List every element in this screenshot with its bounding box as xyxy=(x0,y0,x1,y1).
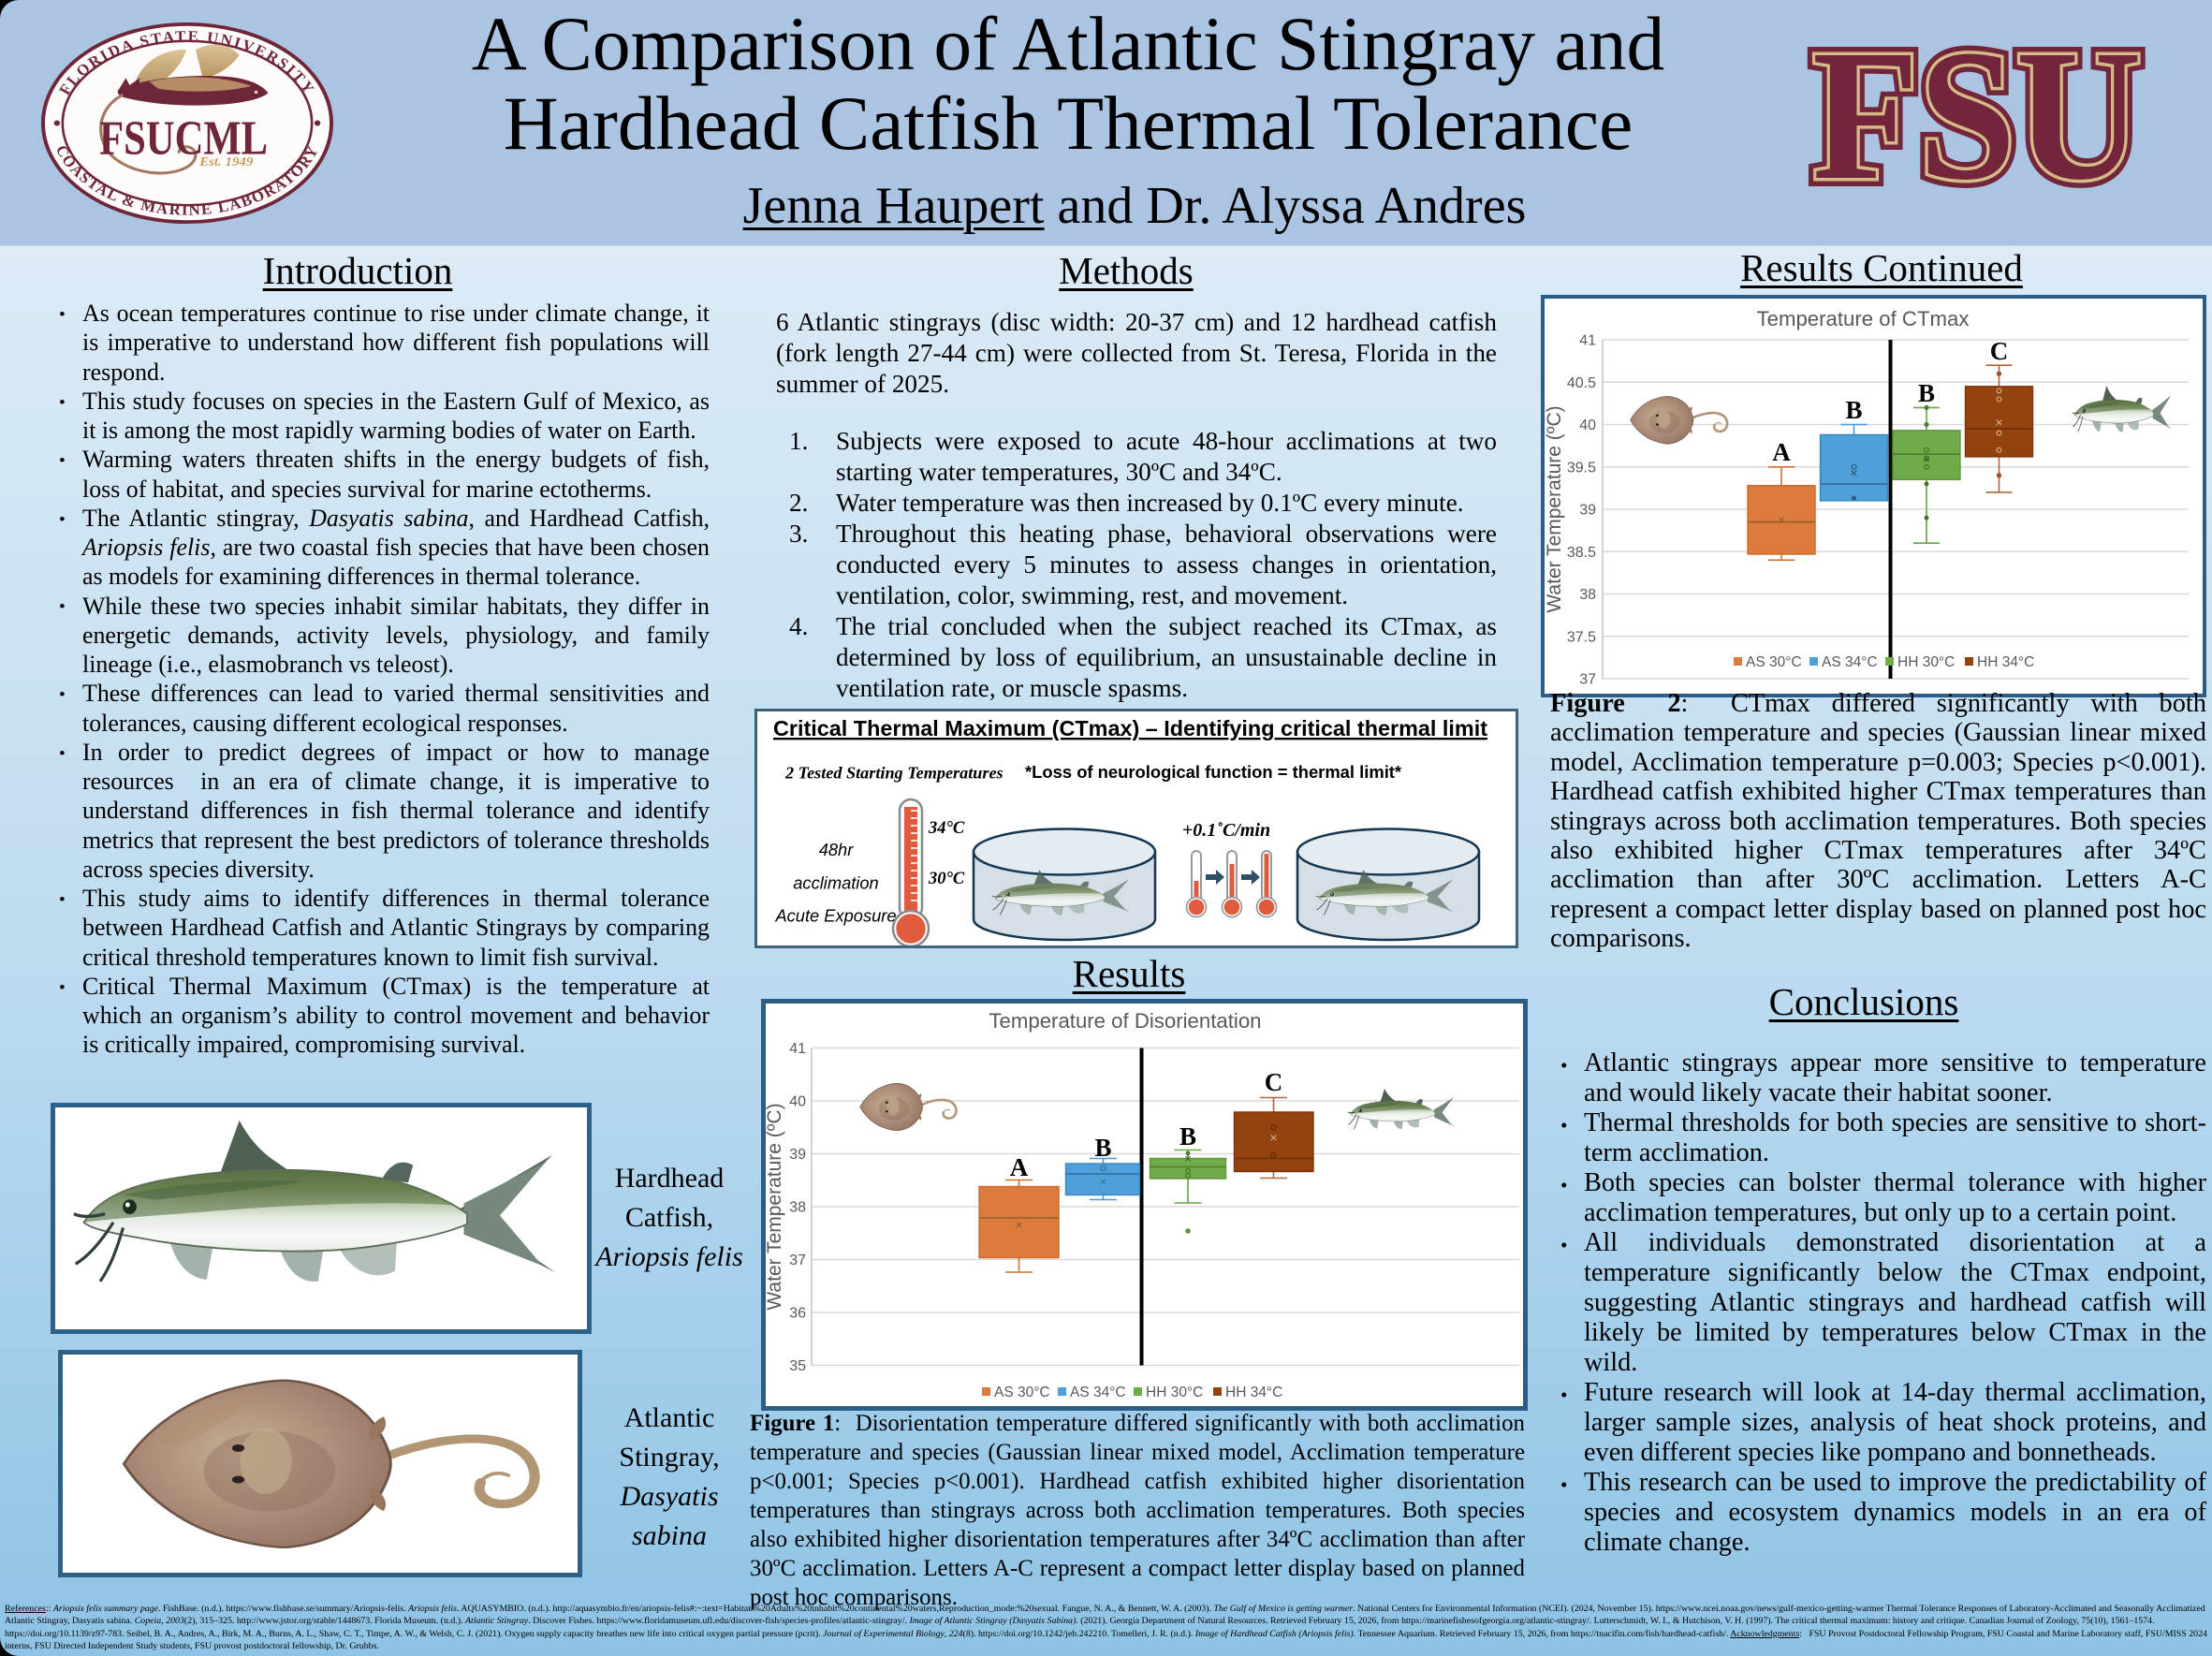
svg-text:B: B xyxy=(1918,379,1935,407)
svg-text:30°C: 30°C xyxy=(928,870,965,888)
svg-text:41: 41 xyxy=(789,1041,806,1057)
svg-text:B: B xyxy=(1845,396,1862,424)
svg-text:×: × xyxy=(1184,1151,1192,1165)
svg-text:Temperature of Disorientation: Temperature of Disorientation xyxy=(989,1009,1261,1033)
svg-text:39: 39 xyxy=(1579,503,1596,519)
svg-text:38: 38 xyxy=(789,1200,806,1216)
svg-text:35: 35 xyxy=(789,1358,806,1374)
svg-text:B: B xyxy=(1179,1122,1196,1150)
svg-text:Est. 1949: Est. 1949 xyxy=(198,154,253,169)
svg-text:×: × xyxy=(1850,465,1857,480)
svg-text:+0.1˚C/min: +0.1˚C/min xyxy=(1182,820,1270,841)
svg-text:C: C xyxy=(1990,337,2009,365)
svg-text:37.5: 37.5 xyxy=(1567,629,1596,645)
svg-text:acclimation: acclimation xyxy=(793,873,878,893)
svg-text:39.5: 39.5 xyxy=(1567,460,1596,476)
svg-text:AS 34°C: AS 34°C xyxy=(1070,1385,1126,1400)
svg-text:Water Temperature (ºC): Water Temperature (ºC) xyxy=(1545,405,1565,612)
svg-text:×: × xyxy=(1099,1174,1106,1189)
svg-text:A: A xyxy=(1010,1153,1029,1181)
svg-text:×: × xyxy=(1015,1217,1022,1232)
svg-text:HH 30°C: HH 30°C xyxy=(1897,654,1955,670)
svg-text:2 Tested Starting Temperatures: 2 Tested Starting Temperatures xyxy=(784,764,1003,783)
svg-text:40: 40 xyxy=(789,1094,806,1110)
svg-text:HH 30°C: HH 30°C xyxy=(1146,1385,1203,1400)
svg-text:AS 30°C: AS 30°C xyxy=(994,1385,1050,1400)
svg-text:×: × xyxy=(1923,452,1930,466)
svg-text:37: 37 xyxy=(1579,672,1596,688)
svg-text:34°C: 34°C xyxy=(928,819,965,838)
svg-text:Water Temperature (ºC): Water Temperature (ºC) xyxy=(766,1103,785,1310)
svg-text:C: C xyxy=(1265,1068,1283,1096)
svg-text:×: × xyxy=(1778,512,1785,527)
svg-text:36: 36 xyxy=(789,1306,806,1322)
svg-text:Critical Thermal Maximum (CTma: Critical Thermal Maximum (CTmax) – Ident… xyxy=(773,716,1487,740)
svg-text:Acute Exposure: Acute Exposure xyxy=(774,905,896,925)
svg-text:Temperature of CTmax: Temperature of CTmax xyxy=(1757,307,1970,330)
svg-text:×: × xyxy=(1995,415,2002,430)
svg-text:40.5: 40.5 xyxy=(1567,375,1596,391)
svg-text:AS 30°C: AS 30°C xyxy=(1746,654,1802,670)
svg-text:37: 37 xyxy=(789,1253,806,1268)
svg-text:HH 34°C: HH 34°C xyxy=(1225,1385,1282,1400)
svg-text:B: B xyxy=(1094,1134,1111,1162)
svg-text:AS 34°C: AS 34°C xyxy=(1822,654,1878,670)
svg-text:HH 34°C: HH 34°C xyxy=(1977,654,2034,670)
svg-text:×: × xyxy=(1269,1130,1277,1145)
svg-text:40: 40 xyxy=(1579,418,1596,433)
svg-text:FSUCML: FSUCML xyxy=(99,112,268,166)
svg-text:FSU: FSU xyxy=(1812,37,2142,189)
svg-text:48hr: 48hr xyxy=(819,840,855,859)
svg-text:A: A xyxy=(1772,438,1791,466)
svg-text:FSU: FSU xyxy=(1812,37,2142,189)
svg-text:*Loss of neurological function: *Loss of neurological function = thermal… xyxy=(1025,762,1402,782)
svg-text:41: 41 xyxy=(1579,333,1596,349)
svg-text:39: 39 xyxy=(789,1147,806,1163)
svg-text:38: 38 xyxy=(1579,587,1596,603)
svg-text:38.5: 38.5 xyxy=(1567,545,1596,561)
